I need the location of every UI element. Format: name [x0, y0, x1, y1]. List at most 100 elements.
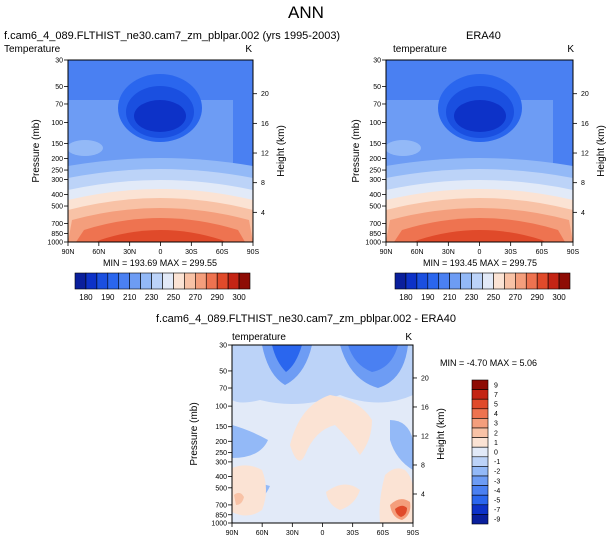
panel-2-colorbar-swatch — [515, 272, 527, 290]
panel-1-ytick-label: 150 — [51, 141, 63, 148]
panel-2-colorbar: 180 190 210 230 250 270 290 300 — [394, 272, 571, 302]
panel-1-colorbar-label: 190 — [101, 293, 115, 302]
panel-2-colorbar-swatch — [471, 272, 483, 290]
panel-3-unit-label: K — [405, 332, 412, 343]
panel-2-ytick-label: 100 — [369, 120, 381, 127]
panel-2-ytick-label: 50 — [373, 84, 381, 91]
panel-3-colorbar-label: 1 — [494, 440, 498, 447]
panel-2-colorbar-label: 270 — [509, 293, 523, 302]
panel-2-colorbar-label: 250 — [487, 293, 501, 302]
panel-3-colorbar-label: 3 — [494, 421, 498, 428]
panel-3-ytick-label: 300 — [215, 459, 227, 466]
panel-1-ytick-right-label: 12 — [261, 151, 269, 158]
panel-2-colorbar-swatch — [460, 272, 472, 290]
panel-1-colorbar-swatch — [184, 272, 196, 290]
panel-1-colorbar-swatch — [151, 272, 163, 290]
panel-3-ytick-label: 70 — [219, 386, 227, 393]
panel-2-ytick-label: 1000 — [365, 240, 381, 247]
panel-3-colorbar-label: -4 — [494, 488, 500, 495]
panel-2-ytick-right-label: 16 — [581, 121, 589, 128]
panel-2-colorbar-swatch — [558, 272, 571, 290]
panel-3-colorbar-swatch — [471, 456, 489, 467]
panel-1-xtick-label: 90S — [247, 249, 260, 256]
panel-2-colorbar-swatch — [536, 272, 549, 290]
panel-1-colorbar-label: 290 — [211, 293, 225, 302]
panel-3-ytick-label: 850 — [215, 512, 227, 519]
panel-3-colorbar-label: -9 — [494, 517, 500, 524]
panel-1-ytick-label: 850 — [51, 231, 63, 238]
panel-3-ytick-label: 50 — [219, 368, 227, 375]
panel-1-ylabel: Pressure (mb) — [31, 119, 42, 182]
panel-3-xtick-label: 30S — [346, 530, 359, 537]
panel-3-colorbar-swatch — [471, 485, 489, 496]
panel-2-ylabel: Pressure (mb) — [351, 119, 362, 182]
panel-3-ytick-right-label: 4 — [421, 491, 425, 498]
panel-1-colorbar-swatch — [74, 272, 87, 290]
panel-3-colorbar-swatch — [471, 437, 489, 448]
panel-2-ytick-label: 150 — [369, 141, 381, 148]
panel-2-colorbar-swatch — [394, 272, 407, 290]
panel-2-colorbar-label: 210 — [443, 293, 457, 302]
panel-1-ytick-right-label: 8 — [261, 180, 265, 187]
panel-2-xtick-label: 0 — [478, 249, 482, 256]
panel-3-ytick-label: 200 — [215, 439, 227, 446]
panel-1-colorbar-label: 250 — [167, 293, 181, 302]
panel-3-colorbar-swatch — [471, 446, 489, 458]
panel-2-ylabel-right: Height (km) — [596, 125, 607, 177]
panel-1-colorbar-swatch — [216, 272, 229, 290]
panel-2-colorbar-label: 290 — [531, 293, 545, 302]
panel-3-colorbar-label: 7 — [494, 392, 498, 399]
panel-2-colorbar-swatch — [493, 272, 505, 290]
panel-1-colorbar-swatch — [129, 272, 141, 290]
panel-1-colorbar-swatch — [162, 272, 174, 290]
panel-1-ytick-label: 1000 — [47, 240, 63, 247]
panel-3-contours — [232, 345, 413, 523]
panel-1-axes: 30 50 70 100 150 200 250 300 400 500 700 850 1000 20 1… — [47, 58, 268, 257]
panel-2-ytick-label: 70 — [373, 101, 381, 108]
panel-1-colorbar-swatch — [227, 272, 240, 290]
panel-1-colorbar-label: 230 — [145, 293, 159, 302]
panel-1-ytick-label: 700 — [51, 221, 63, 228]
panel-2-colorbar-swatch — [405, 272, 418, 290]
panel-3-ytick-label: 500 — [215, 485, 227, 492]
panel-2-colorbar-swatch — [427, 272, 440, 290]
panel-2-ytick-label: 700 — [369, 221, 381, 228]
panel-3-stats: MIN = -4.70 MAX = 5.06 — [440, 358, 537, 368]
panel-2-colorbar-label: 230 — [465, 293, 479, 302]
panel-2-xtick-label: 30S — [504, 249, 517, 256]
panel-3-colorbar-swatch — [471, 494, 489, 506]
panel-2-colorbar-label: 190 — [421, 293, 435, 302]
panel-3-xtick-label: 90N — [226, 530, 239, 537]
panel-3-colorbar-swatch — [471, 427, 489, 438]
panel-1-ytick-label: 70 — [55, 101, 63, 108]
panel-3-ytick-label: 1000 — [211, 521, 227, 528]
panel-1-xtick-label: 30S — [185, 249, 198, 256]
panel-3-xtick-label: 30N — [286, 530, 299, 537]
panel-3-colorbar-swatch — [471, 514, 489, 525]
panel-2-colorbar-label: 180 — [399, 293, 413, 302]
panel-1-ytick-right-label: 16 — [261, 121, 269, 128]
panel-2-colorbar-label: 300 — [552, 293, 566, 302]
panel-1-title: f.cam6_4_089.FLTHIST_ne30.cam7_zm_pblpar… — [4, 30, 341, 42]
panel-1-ylabel-right: Height (km) — [276, 125, 287, 177]
panel-3-ylabel-right: Height (km) — [436, 408, 447, 460]
panel-3-colorbar-swatch — [471, 466, 489, 477]
panel-3-ytick-right-label: 12 — [421, 433, 429, 440]
panel-3-colorbar-swatch — [471, 389, 489, 400]
panel-1-colorbar-label: 270 — [189, 293, 203, 302]
panel-1-ytick-label: 500 — [51, 204, 63, 211]
panel-2-ytick-label: 250 — [369, 168, 381, 175]
panel-3-colorbar-swatch — [471, 504, 489, 515]
panel-1-xtick-label: 60S — [216, 249, 229, 256]
panel-3-colorbar-label: -2 — [494, 469, 500, 476]
panel-3-ylabel: Pressure (mb) — [189, 402, 200, 465]
panel-1-colorbar-swatch — [173, 272, 185, 290]
panel-1-xtick-label: 0 — [159, 249, 163, 256]
panel-3-xtick-label: 60S — [377, 530, 390, 537]
panel-2-colorbar-swatch — [449, 272, 461, 290]
panel-2-xtick-label: 60S — [536, 249, 549, 256]
panel-1-field-label: Temperature — [4, 44, 61, 55]
panel-3-xtick-label: 60N — [256, 530, 269, 537]
panel-2-field-label: temperature — [393, 44, 447, 55]
panel-1-xtick-label: 90N — [62, 249, 75, 256]
